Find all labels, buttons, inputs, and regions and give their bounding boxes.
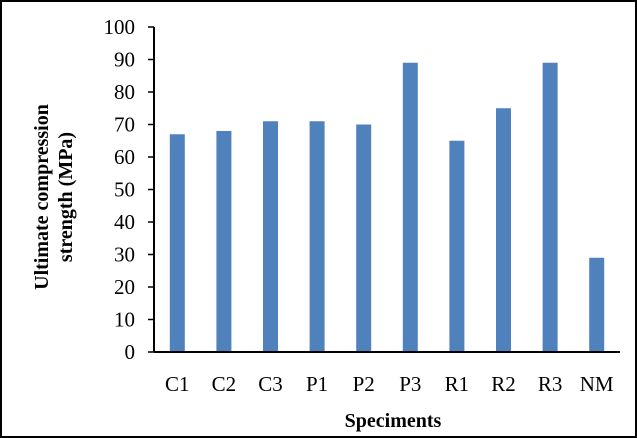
y-tick-label: 10 [114,308,135,332]
bar-r3 [542,62,558,352]
bar-p1 [309,121,325,352]
y-tick-label: 30 [114,243,135,267]
y-axis-title-line-2: strength (MPa) [55,132,77,262]
x-tick-label: C3 [258,372,283,396]
x-axis-title: Speciments [345,410,442,432]
bar-r1 [449,140,465,352]
y-tick-label: 90 [114,48,135,72]
bar-r2 [496,108,511,352]
y-tick-label: 20 [114,275,135,299]
x-tick-label: C2 [212,372,237,396]
x-tick-label: NM [580,372,614,396]
bar-nm [589,257,605,352]
bars-group [169,62,605,352]
bar-p2 [356,124,372,352]
x-tick-label: R1 [445,372,470,396]
y-axis-title-line-1: Ultimate compression [31,104,53,290]
x-tick-label: P1 [306,372,328,396]
bar-c2 [216,131,232,352]
bar-p3 [402,62,418,352]
y-tick-label: 60 [114,145,135,169]
x-tick-label: P3 [399,372,421,396]
y-tick-label: 50 [114,178,135,202]
y-axis-title: Ultimate compression strength (MPa) [31,104,77,290]
y-ticks-group: 0 10 20 30 40 50 60 70 80 90 100 [104,15,154,364]
x-tick-label: R2 [491,372,516,396]
y-tick-label: 0 [125,340,136,364]
y-tick-label: 80 [114,80,135,104]
x-ticks-group: C1 C2 C3 P1 P2 P3 R1 R2 R3 NM [165,372,614,396]
x-tick-label: R3 [538,372,563,396]
y-tick-label: 100 [104,15,136,39]
bar-c1 [169,134,185,352]
x-tick-label: C1 [165,372,190,396]
bar-c3 [263,121,278,352]
y-tick-label: 40 [114,210,135,234]
y-tick-label: 70 [114,113,135,137]
x-tick-label: P2 [353,372,375,396]
